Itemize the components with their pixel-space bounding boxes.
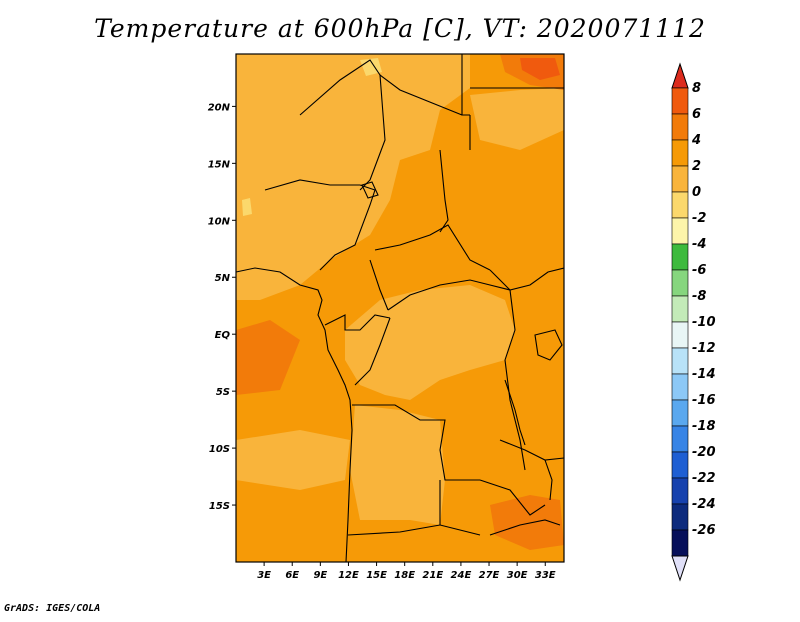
colorbar-bin (671, 269, 689, 297)
colorbar-bin (671, 165, 689, 193)
lake-malawi (544, 459, 553, 501)
congo-drc-border (354, 317, 391, 386)
longitude-axis: 3E 6E 9E 12E 15E 18E 21E 24E 27E 30E 33E (257, 562, 556, 581)
map-title: Temperature at 600hPa [C], VT: 202007111… (94, 14, 706, 43)
lat-tick-label: 20N (208, 102, 231, 113)
colorbar-label: -12 (692, 341, 716, 356)
chad-sudan-border (439, 149, 449, 233)
lat-tick-label: 10S (209, 444, 230, 455)
chad-car-border (374, 224, 491, 271)
colorbar-label: -6 (692, 263, 706, 278)
zambia-mozambique-border (479, 479, 546, 516)
cameroon-car-border (369, 259, 389, 311)
west-africa-coastline (236, 267, 353, 562)
colorbar-label: 0 (692, 185, 701, 200)
lon-tick-label: 12E (338, 570, 359, 581)
zimbabwe-border (489, 519, 561, 536)
lon-tick-label: 21E (422, 570, 443, 581)
niger-libya-border (299, 59, 463, 116)
colorbar-label: -2 (692, 211, 706, 226)
map-frame (235, 53, 565, 563)
boundaries (236, 54, 564, 562)
field-region-0-2-congo (345, 285, 515, 400)
colorbar-label: -20 (692, 445, 716, 460)
colorbar-bin (671, 87, 689, 115)
lon-tick-label: 3E (257, 570, 271, 581)
colorbar-label: 2 (692, 159, 701, 174)
lat-tick-label: 5S (216, 387, 230, 398)
angola-namibia-border (347, 524, 441, 536)
lake-chad (361, 181, 379, 199)
colorbar-label: -10 (692, 315, 716, 330)
temperature-field (236, 54, 564, 562)
colorbar-bottom-arrow (671, 555, 689, 582)
colorbar-bin (671, 477, 689, 505)
car-drc-border (387, 279, 511, 311)
colorbar-bin (671, 321, 689, 349)
lat-tick-label: 10N (208, 216, 231, 227)
field-region-6-8 (520, 58, 560, 80)
colorbar-label: -22 (692, 471, 716, 486)
colorbar-bin (671, 503, 689, 531)
colorbar-label: -4 (692, 237, 706, 252)
zambia-tanzania-border (499, 439, 564, 461)
colorbar-bin (671, 373, 689, 401)
colorbar-label: -26 (692, 523, 716, 538)
field-region-0-2-east (470, 88, 564, 150)
colorbar-label: 6 (692, 107, 701, 122)
colorbar-bin (671, 217, 689, 245)
nigeria-cameroon-border (319, 189, 376, 271)
south-sudan-border (489, 267, 564, 291)
lon-tick-label: 6E (285, 570, 299, 581)
colorbar-label: -16 (692, 393, 716, 408)
lon-tick-label: 27E (479, 570, 500, 581)
footer-credit: GrADS: IGES/COLA (4, 603, 101, 614)
lon-tick-label: 9E (313, 570, 327, 581)
lat-tick-label: 5N (215, 273, 231, 284)
colorbar-top-arrow (671, 62, 689, 89)
colorbar-bin (671, 451, 689, 479)
colorbar-bin (671, 529, 689, 557)
lat-tick-label: 15N (208, 159, 231, 170)
colorbar-bin (671, 295, 689, 323)
latitude-axis: 20N 15N 10N 5N EQ 5S 10S 15S (208, 102, 236, 512)
lake-tanganyika (504, 379, 526, 446)
lat-tick-label: EQ (215, 330, 231, 341)
niger-chad-border (359, 74, 386, 191)
colorbar-label: -24 (692, 497, 716, 512)
drc-angola-border (352, 404, 480, 481)
nigeria-niger-border (264, 179, 376, 191)
colorbar-bin (671, 139, 689, 167)
lon-tick-label: 24E (451, 570, 472, 581)
colorbar-label: -18 (692, 419, 716, 434)
gabon-congo-border (324, 314, 391, 331)
colorbar-bin (671, 113, 689, 141)
field-region-4-6-se (490, 495, 564, 550)
colorbar-label: 8 (692, 81, 701, 96)
colorbar-bin (671, 399, 689, 427)
lon-tick-label: 15E (366, 570, 387, 581)
drc-east-border (504, 289, 526, 471)
field-region-0-2-south (236, 430, 350, 490)
colorbar-label: 4 (691, 133, 701, 148)
colorbar-label: -8 (692, 289, 706, 304)
field-region-0-2-angola (350, 405, 445, 525)
colorbar-bin (671, 191, 689, 219)
colorbar-bin (671, 425, 689, 453)
lon-tick-label: 33E (535, 570, 556, 581)
lon-tick-label: 30E (507, 570, 528, 581)
field-region-minus2-0-b (242, 198, 252, 216)
colorbar-label: -14 (692, 367, 716, 382)
lon-tick-label: 18E (394, 570, 415, 581)
colorbar: 8 6 4 2 0 -2 -4 -6 -8 -10 -12 -14 -16 -18 -20 -22 -24 -26 (671, 62, 716, 582)
colorbar-bin (671, 347, 689, 375)
field-region-4-6-west (236, 320, 300, 395)
field-region-0-2-north (236, 54, 470, 300)
lake-victoria (534, 329, 563, 361)
lat-tick-label: 15S (209, 501, 230, 512)
colorbar-bin (671, 243, 689, 271)
